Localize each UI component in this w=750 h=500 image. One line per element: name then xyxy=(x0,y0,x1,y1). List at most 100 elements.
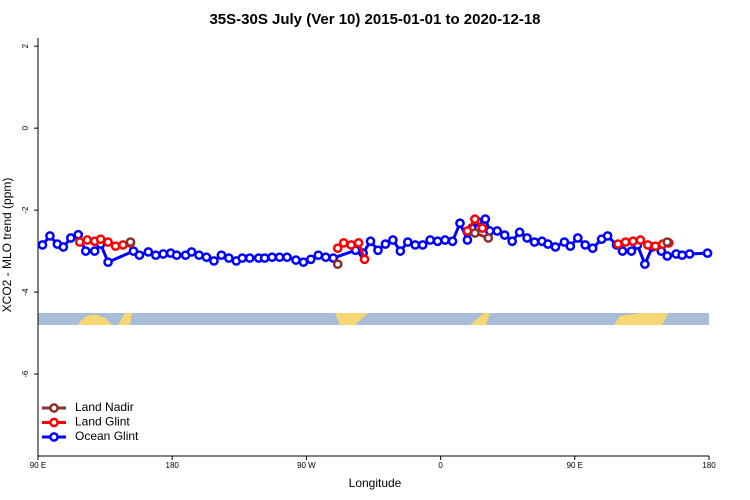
point xyxy=(635,235,646,245)
point xyxy=(73,229,84,240)
point xyxy=(95,234,106,245)
point xyxy=(626,246,637,256)
point xyxy=(150,250,161,261)
point xyxy=(80,246,91,256)
point xyxy=(425,235,436,245)
legend-label: Land Nadir xyxy=(75,400,134,414)
point xyxy=(194,250,204,261)
point xyxy=(65,233,76,243)
point xyxy=(617,246,628,256)
point xyxy=(332,243,343,254)
point xyxy=(267,252,277,263)
point xyxy=(37,240,48,250)
point xyxy=(402,237,413,247)
point xyxy=(359,254,370,265)
point xyxy=(298,257,309,268)
point xyxy=(550,242,561,252)
point xyxy=(332,259,343,270)
point xyxy=(640,259,650,270)
point xyxy=(201,252,212,263)
x-tick-label: 90 E xyxy=(567,461,583,470)
point xyxy=(186,247,197,257)
point xyxy=(447,236,458,247)
y-tick-label: -4 xyxy=(21,288,30,296)
x-tick-label: 180 xyxy=(166,461,180,470)
point xyxy=(507,236,518,247)
point xyxy=(462,226,473,236)
point xyxy=(455,218,465,229)
point xyxy=(602,231,613,241)
point xyxy=(118,240,128,250)
y-tick-label: -2 xyxy=(21,206,30,214)
point xyxy=(365,236,376,247)
point xyxy=(565,241,576,252)
point xyxy=(417,240,428,250)
point xyxy=(483,233,494,243)
x-tick-label: 180 xyxy=(702,461,716,470)
point xyxy=(373,245,383,256)
point xyxy=(492,226,503,236)
point xyxy=(499,230,510,240)
point xyxy=(440,235,450,245)
point xyxy=(171,250,182,261)
point xyxy=(45,231,55,241)
point xyxy=(529,237,540,247)
legend-label: Ocean Glint xyxy=(75,429,139,443)
point xyxy=(470,228,480,238)
point xyxy=(580,240,591,250)
x-tick-label: 90 W xyxy=(297,461,316,470)
point xyxy=(259,253,270,263)
point xyxy=(216,250,227,261)
point xyxy=(462,235,473,245)
point xyxy=(82,235,93,245)
x-tick-label: 0 xyxy=(438,461,443,470)
point xyxy=(587,243,598,254)
point xyxy=(388,235,398,245)
point xyxy=(643,240,653,250)
point xyxy=(432,236,443,247)
point xyxy=(543,239,553,249)
point xyxy=(143,247,154,257)
point xyxy=(313,250,324,261)
point xyxy=(514,227,525,238)
point xyxy=(158,249,169,259)
legend-marker xyxy=(49,417,59,428)
y-axis-label: XCO2 - MLO trend (ppm) xyxy=(0,178,14,313)
point xyxy=(572,233,583,243)
point xyxy=(662,251,673,261)
x-axis-label: Longitude xyxy=(349,476,402,490)
point xyxy=(110,241,121,252)
point xyxy=(380,239,391,249)
point xyxy=(209,256,219,266)
y-tick-label: 2 xyxy=(21,43,30,48)
point xyxy=(58,242,69,252)
point xyxy=(74,237,85,247)
point xyxy=(237,253,248,263)
point xyxy=(395,246,406,256)
point xyxy=(662,237,673,247)
point xyxy=(125,237,136,247)
legend-label: Land Glint xyxy=(75,415,130,429)
y-tick-label: -6 xyxy=(21,370,30,378)
legend-marker xyxy=(49,403,59,413)
point xyxy=(620,237,631,247)
point xyxy=(346,240,356,250)
point xyxy=(282,252,292,263)
point xyxy=(470,214,480,224)
point xyxy=(613,239,623,249)
y-tick-label: 0 xyxy=(21,125,30,130)
point xyxy=(274,252,285,263)
legend-marker xyxy=(49,432,59,442)
point xyxy=(320,252,331,263)
point xyxy=(480,214,491,224)
point xyxy=(410,240,421,250)
point xyxy=(628,236,638,247)
point xyxy=(702,248,713,258)
point xyxy=(224,253,234,263)
point xyxy=(522,233,532,243)
point xyxy=(134,250,145,261)
point xyxy=(328,253,339,263)
point xyxy=(477,223,488,233)
point xyxy=(684,249,695,259)
